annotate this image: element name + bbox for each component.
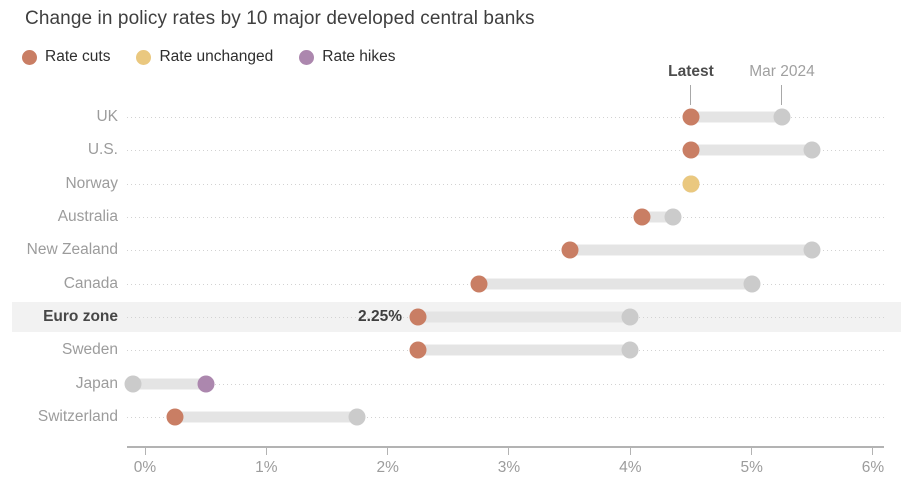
latest-dot <box>409 341 427 359</box>
row-label-canada: Canada <box>63 274 118 292</box>
row-leader-line <box>127 216 884 218</box>
mar-2024-dot <box>743 275 761 293</box>
x-axis-tick <box>629 448 631 455</box>
legend-label: Rate unchanged <box>159 48 274 65</box>
row-leader-line <box>127 117 884 118</box>
legend-item-rate-hikes: Rate hikes <box>299 48 395 66</box>
x-axis-tick-label: 6% <box>861 459 885 476</box>
dumbbell-connector <box>417 311 631 323</box>
row-leader-line <box>127 250 884 252</box>
dumbbell-connector <box>478 278 752 290</box>
mar-2024-dot <box>621 308 639 326</box>
x-axis-tick <box>144 448 146 455</box>
latest-dot <box>633 208 651 226</box>
x-axis-tick-label: 2% <box>376 459 399 476</box>
latest-dot <box>409 308 427 326</box>
x-axis-tick <box>387 448 389 455</box>
row-leader-line <box>127 183 884 185</box>
latest-dot <box>682 141 700 159</box>
mar-2024-dot <box>664 208 682 226</box>
row-label-sweden: Sweden <box>61 341 118 359</box>
mar-2024-dot <box>348 408 366 426</box>
dumbbell-connector <box>132 378 206 390</box>
row-label-australia: Australia <box>57 207 118 225</box>
mar-2024-pointer-line <box>781 85 783 105</box>
row-label-uk: UK <box>96 108 118 125</box>
rate-unchanged-dot-icon <box>136 49 152 65</box>
x-axis-tick <box>872 448 874 455</box>
mar-2024-dot <box>773 108 791 126</box>
row-label-euro-zone: Euro zone <box>43 307 118 325</box>
latest-dot <box>682 175 700 193</box>
row-leader-line <box>127 383 884 385</box>
row-label-u-s-: U.S. <box>87 141 118 159</box>
mar-2024-dot <box>803 241 821 259</box>
chart-title: Change in policy rates by 10 major devel… <box>25 8 535 29</box>
legend-label: Rate hikes <box>322 48 396 65</box>
latest-column-header: Latest <box>668 63 714 80</box>
row-label-switzerland: Switzerland <box>37 407 118 425</box>
row-leader-line <box>127 150 884 152</box>
latest-value-label: 2.25% <box>358 307 402 325</box>
x-axis-line <box>127 446 884 448</box>
row-label-japan: Japan <box>75 374 118 392</box>
latest-dot <box>682 108 700 126</box>
x-axis-tick-label: 0% <box>133 459 157 476</box>
rate-hikes-dot-icon <box>299 49 315 65</box>
dumbbell-connector <box>175 411 358 423</box>
rate-cuts-dot-icon <box>22 49 37 65</box>
x-axis-tick-label: 4% <box>619 459 642 476</box>
latest-dot <box>561 241 579 259</box>
x-axis-tick-label: 3% <box>497 459 521 476</box>
legend-item-rate-cuts: Rate cuts <box>22 48 110 66</box>
legend: Rate cuts Rate unchanged Rate hikes <box>22 48 395 66</box>
row-leader-line <box>127 416 884 418</box>
mar-2024-column-header: Mar 2024 <box>749 63 815 80</box>
legend-item-rate-unchanged: Rate unchanged <box>136 48 273 66</box>
row-label-norway: Norway <box>65 174 118 192</box>
dumbbell-connector <box>569 244 813 256</box>
x-axis-tick-label: 5% <box>740 459 763 476</box>
row-label-new-zealand: New Zealand <box>26 241 118 259</box>
latest-dot <box>197 375 215 393</box>
x-axis-tick <box>508 448 510 455</box>
x-axis-tick <box>265 448 267 455</box>
dumbbell-connector <box>642 211 673 223</box>
x-axis-tick <box>751 448 753 455</box>
dumbbell-connector <box>690 144 813 156</box>
latest-dot <box>166 408 184 426</box>
mar-2024-dot <box>621 341 639 359</box>
mar-2024-dot <box>124 375 142 393</box>
mar-2024-dot <box>803 141 821 159</box>
latest-dot <box>470 275 488 293</box>
dumbbell-connector <box>690 111 782 123</box>
legend-label: Rate cuts <box>45 48 111 65</box>
dumbbell-connector <box>417 344 631 356</box>
x-axis-tick-label: 1% <box>255 459 278 476</box>
latest-pointer-line <box>690 85 692 105</box>
